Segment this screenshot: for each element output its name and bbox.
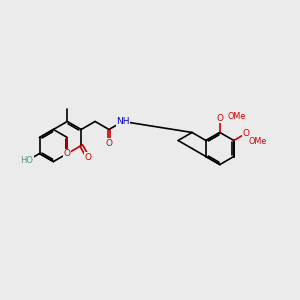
Text: OMe: OMe — [249, 137, 267, 146]
Text: O: O — [243, 129, 250, 138]
Text: OMe: OMe — [227, 112, 245, 121]
Text: NH: NH — [116, 117, 130, 126]
Text: O: O — [64, 149, 71, 158]
Text: O: O — [106, 139, 112, 148]
Text: HO: HO — [20, 156, 34, 165]
Text: O: O — [216, 113, 223, 122]
Text: O: O — [85, 153, 92, 162]
